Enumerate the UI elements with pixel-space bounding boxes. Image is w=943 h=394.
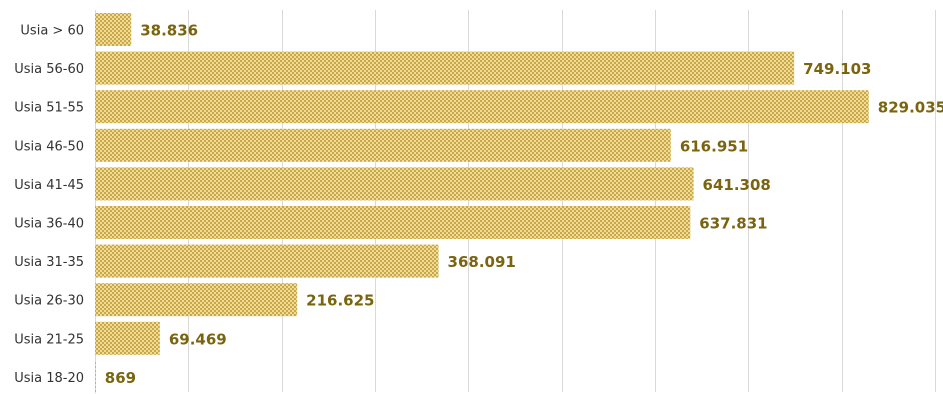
value-label: 69.469 xyxy=(169,330,227,348)
category-label: Usia > 60 xyxy=(20,24,84,39)
value-label: 869 xyxy=(105,369,136,387)
value-label: 216.625 xyxy=(306,292,374,310)
bar xyxy=(95,90,869,124)
value-label: 637.831 xyxy=(699,215,767,233)
category-label: Usia 18-20 xyxy=(14,371,84,386)
bar xyxy=(95,206,691,239)
value-labels: 38.836 749.103 829.035 616.951 641.308 637.83… xyxy=(105,22,943,387)
category-label: Usia 56-60 xyxy=(14,62,84,77)
bar xyxy=(95,128,671,162)
bars xyxy=(95,13,869,394)
category-labels: Usia > 60 Usia 56-60 Usia 51-55 Usia 46-50 U… xyxy=(14,24,84,386)
category-label: Usia 51-55 xyxy=(14,101,84,116)
value-label: 829.035 xyxy=(878,99,943,117)
bar xyxy=(95,283,298,317)
value-label: 368.091 xyxy=(448,253,516,271)
category-label: Usia 36-40 xyxy=(14,217,84,232)
value-label: 641.308 xyxy=(703,176,771,194)
category-label: Usia 21-25 xyxy=(14,332,84,347)
category-label: Usia 46-50 xyxy=(14,139,84,154)
value-label: 38.836 xyxy=(140,22,198,40)
bar xyxy=(95,360,96,394)
value-label: 616.951 xyxy=(680,137,748,155)
bar xyxy=(95,321,160,355)
category-label: Usia 26-30 xyxy=(14,294,84,309)
value-label: 749.103 xyxy=(803,60,871,78)
bar xyxy=(95,167,694,201)
category-label: Usia 31-35 xyxy=(14,255,84,270)
bar xyxy=(95,244,439,278)
category-label: Usia 41-45 xyxy=(14,178,84,193)
bar xyxy=(95,13,132,46)
bar xyxy=(95,51,795,85)
